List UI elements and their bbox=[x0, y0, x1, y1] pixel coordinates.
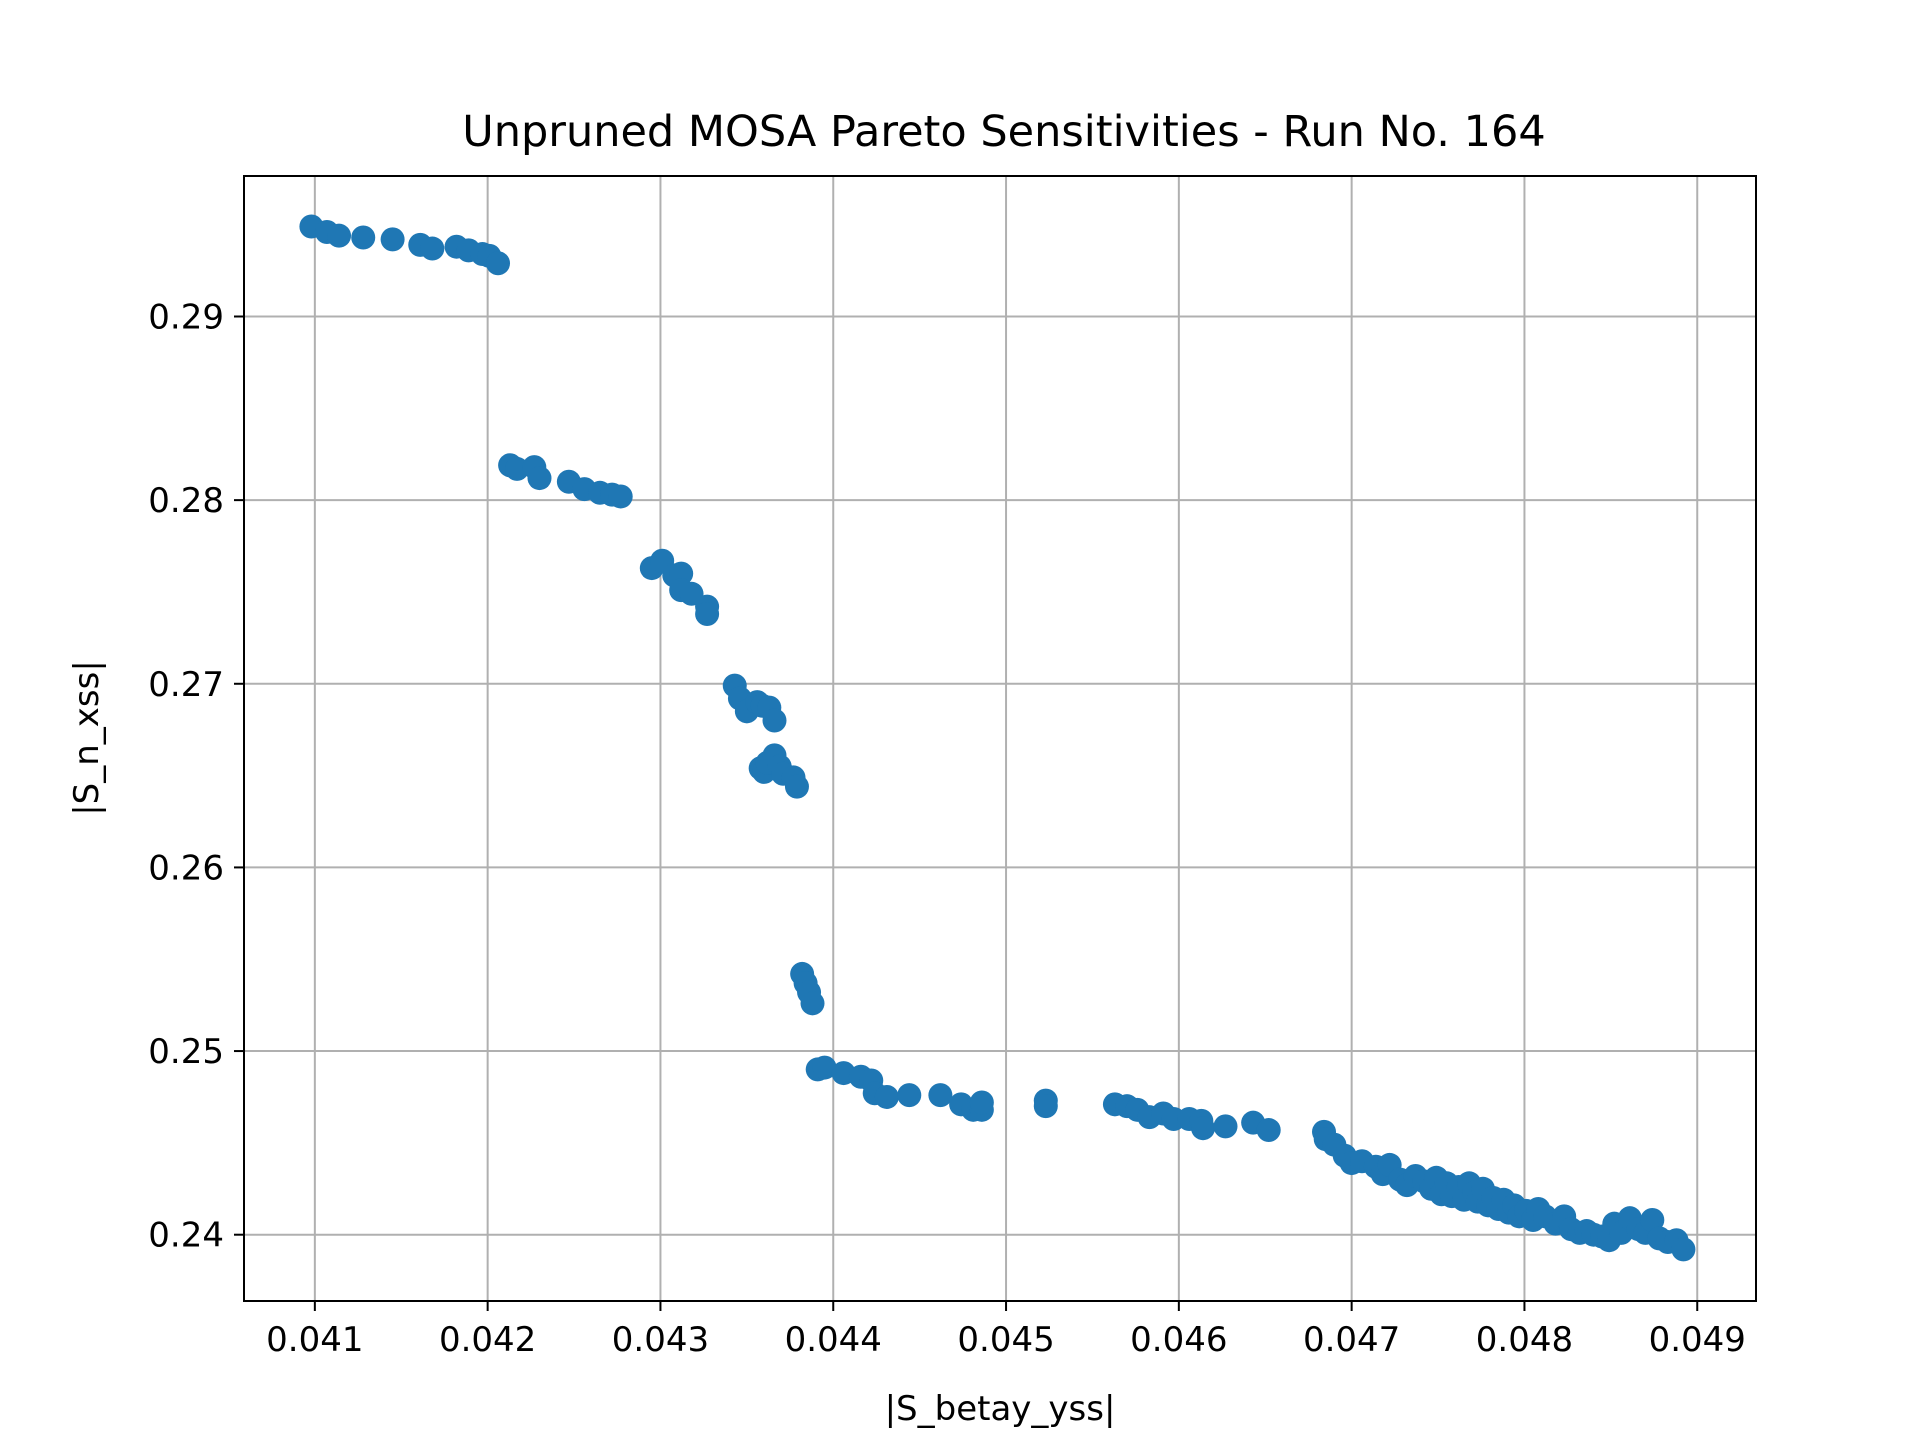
data-point bbox=[1640, 1208, 1665, 1233]
x-tick-label: 0.043 bbox=[612, 1320, 709, 1360]
data-point bbox=[784, 774, 809, 799]
y-tick-label: 0.25 bbox=[148, 1032, 224, 1072]
data-point bbox=[327, 223, 352, 248]
x-axis-ticks: 0.041 0.042 0.043 0.044 0.045 0.046 0.047 0.048… bbox=[266, 1301, 1746, 1360]
data-points bbox=[299, 214, 1696, 1262]
x-tick-label: 0.042 bbox=[439, 1320, 536, 1360]
y-tick-label: 0.26 bbox=[148, 848, 224, 888]
x-tick-label: 0.046 bbox=[1130, 1320, 1227, 1360]
data-point bbox=[897, 1083, 922, 1108]
data-point bbox=[969, 1090, 994, 1115]
y-tick-label: 0.28 bbox=[148, 481, 224, 521]
data-point bbox=[695, 601, 720, 626]
x-tick-label: 0.045 bbox=[957, 1320, 1054, 1360]
plot-frame bbox=[243, 175, 1757, 1302]
data-point bbox=[486, 251, 511, 276]
data-point bbox=[762, 708, 787, 733]
x-tick-label: 0.044 bbox=[785, 1320, 882, 1360]
gridlines bbox=[244, 176, 1756, 1301]
y-tick-label: 0.29 bbox=[148, 297, 224, 337]
data-point bbox=[874, 1084, 899, 1109]
data-point bbox=[669, 561, 694, 586]
data-point bbox=[1191, 1116, 1216, 1141]
x-axis-label: |S_betay_yss| bbox=[885, 1389, 1116, 1429]
x-tick-label: 0.048 bbox=[1476, 1320, 1573, 1360]
y-tick-label: 0.24 bbox=[148, 1216, 224, 1256]
data-point bbox=[351, 225, 376, 250]
y-axis-ticks: 0.24 0.25 0.26 0.27 0.28 0.29 bbox=[148, 297, 244, 1256]
data-point bbox=[800, 991, 825, 1016]
data-point bbox=[1033, 1094, 1058, 1119]
data-point bbox=[812, 1055, 837, 1080]
data-point bbox=[420, 236, 445, 261]
data-point bbox=[505, 456, 530, 481]
data-point bbox=[1256, 1118, 1281, 1143]
data-point bbox=[928, 1083, 953, 1108]
data-point bbox=[1671, 1237, 1696, 1262]
data-point bbox=[527, 466, 552, 491]
data-point bbox=[608, 484, 633, 509]
data-point bbox=[1213, 1114, 1238, 1139]
y-tick-label: 0.27 bbox=[148, 665, 224, 705]
chart-title: Unpruned MOSA Pareto Sensitivities - Run… bbox=[462, 107, 1545, 157]
x-tick-label: 0.049 bbox=[1649, 1320, 1746, 1360]
data-point bbox=[380, 227, 405, 252]
x-tick-label: 0.041 bbox=[266, 1320, 363, 1360]
y-axis-label: |S_n_xss| bbox=[67, 660, 107, 816]
x-tick-label: 0.047 bbox=[1303, 1320, 1400, 1360]
